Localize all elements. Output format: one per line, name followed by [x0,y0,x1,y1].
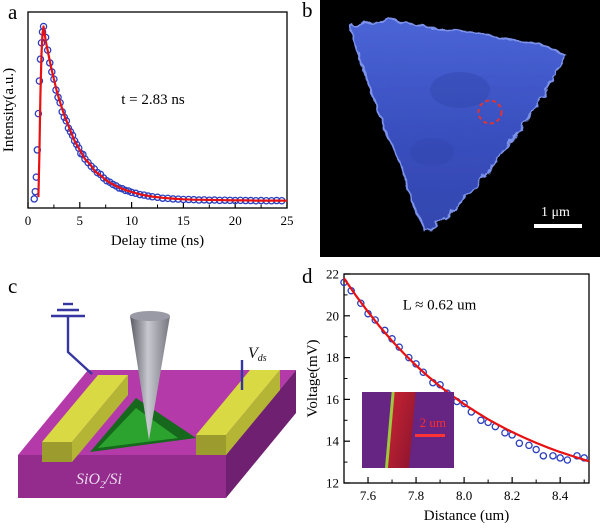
data-point [35,77,44,85]
panel-b-microscopy-image: 1 μm [320,0,600,257]
scale-bar [534,224,582,228]
x-axis-label: Distance (um) [424,508,509,524]
x-tick-label: 7.8 [408,488,424,503]
y-tick-label: 12 [326,476,339,491]
fit-line [343,277,590,463]
data-point [395,343,403,351]
panel-b-label: b [302,0,313,22]
plot-frame [27,11,288,209]
data-point [532,445,540,454]
flake-dark-patch [430,72,490,108]
x-tick-label: 15 [177,213,190,228]
data-point [70,137,79,145]
y-tick-label: 20 [326,308,339,323]
electrode-right-side [226,370,280,455]
x-tick-label: 8.0 [456,488,472,503]
x-tick-label: 5 [77,213,84,228]
y-tick-label: 16 [326,392,340,407]
data-point [34,109,43,118]
electrode-right-top [196,370,280,435]
y-tick-label: 14 [326,434,340,449]
flake-dark-patch [410,138,454,166]
sample-flake-highlight [98,408,178,448]
probe-tip-cone [130,316,170,440]
y-tick-label: 22 [326,267,339,282]
data-point [419,368,428,376]
panel-c-label: c [8,274,18,298]
panel-d-label: d [302,264,313,288]
substrate-front-face [18,455,226,498]
data-point [357,299,365,308]
fit-line [37,25,288,202]
data-point [79,150,87,159]
scale-bar-label: 1 μm [541,205,570,220]
data-point [30,195,38,203]
y-tick-label: 18 [326,350,339,365]
annotation-text: t = 2.83 ns [121,92,185,108]
electrode-left-front [42,442,72,462]
data-point [371,316,379,324]
panel-a-lifetime-chart: 0 5 10 15 20 25 Delay time (ns) Intensity(a.u.)… [1,2,296,254]
data-point [515,439,524,448]
data-point [525,441,533,450]
y-axis-label: Voltage(mV) [306,339,321,417]
panel-d-voltage-chart: 2 um 7.6 7.8 8.0 8.2 8.4 12 14 16 18 20 22 Distance… [305,264,598,529]
flake-triangle [348,18,568,234]
data-point [549,452,557,460]
data-point [460,399,468,408]
panel-c-device-schematic: Vds SiO2/Si [18,302,296,498]
x-tick-label: 25 [281,213,294,228]
data-point [563,456,572,464]
vds-label: Vds [248,345,267,364]
probe-tip-cone-top [130,311,170,321]
x-tick-label: 8.4 [552,488,569,503]
panel-d-inset-image: 2 um [362,392,454,468]
y-axis-label: Intensity(a.u.) [2,68,17,152]
x-tick-label: 0 [25,213,32,228]
x-tick-label: 20 [229,213,242,228]
x-tick-label: 7.6 [360,488,377,503]
inset-scale-bar [415,434,445,437]
electrode-right-front [196,435,226,455]
x-axis-label: Delay time (ns) [111,233,204,249]
panel-a-label: a [8,0,18,24]
annotation-text: L ≈ 0.62 um [403,298,477,314]
data-point [501,429,509,437]
substrate-side-face [226,370,296,498]
substrate-label: SiO2/Si [76,471,122,491]
ground-wire [66,316,93,375]
chart-svg: 0 5 10 15 20 25 Delay time (ns) Intensity(a.u.)… [1,11,294,249]
data-point [539,452,548,460]
ground-symbol [51,302,93,375]
data-point [72,140,81,149]
x-tick-label: 8.2 [504,488,520,503]
x-tick-label: 10 [125,213,138,228]
chart-svg: 7.6 7.8 8.0 8.2 8.4 12 14 16 18 20 22 Distance (um)… [305,267,590,524]
electrode-left-top [42,375,128,442]
roi-dashed-circle [477,99,503,125]
data-point [405,353,413,362]
electrode-left-side [72,375,128,462]
data-point [477,416,485,425]
data-point [556,454,564,462]
inset-scale-bar-label: 2 um [419,415,446,430]
